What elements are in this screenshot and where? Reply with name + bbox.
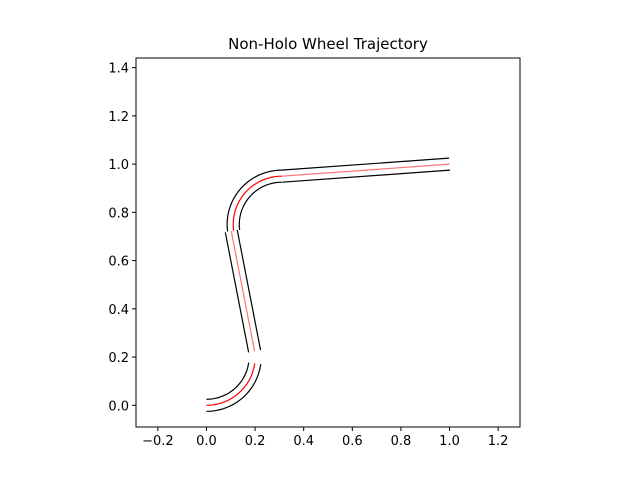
y-tick-label: 1.0 — [108, 158, 129, 173]
x-tick-label: 1.2 — [488, 434, 509, 449]
y-tick-label: 0.6 — [108, 255, 129, 270]
left-wheel-path — [206, 362, 250, 400]
right-wheel-path — [206, 364, 262, 412]
y-tick-label: 0.8 — [108, 206, 129, 221]
plot-data — [206, 157, 451, 412]
y-axis: 0.0 0.2 0.4 0.6 0.8 1.0 1.2 1.4 — [108, 62, 136, 414]
center-path — [230, 231, 256, 352]
chart-title: Non-Holo Wheel Trajectory — [228, 35, 428, 53]
center-path — [232, 175, 282, 231]
x-tick-label: 0.6 — [342, 434, 363, 449]
x-tick-label: 1.0 — [439, 434, 460, 449]
center-path — [281, 163, 450, 177]
plot-frame — [135, 57, 521, 428]
y-tick-label: 0.0 — [108, 399, 129, 414]
x-tick-label: 0.2 — [245, 434, 266, 449]
x-tick-label: 0.4 — [293, 434, 314, 449]
left-wheel-path — [238, 181, 282, 230]
y-tick-label: 0.2 — [108, 351, 129, 366]
y-tick-label: 0.4 — [108, 303, 129, 318]
right-wheel-path — [226, 169, 282, 232]
right-wheel-path — [236, 229, 262, 351]
y-tick-label: 1.2 — [108, 110, 129, 125]
x-tick-label: 0.0 — [196, 434, 217, 449]
x-axis: −0.2 0.0 0.2 0.4 0.6 0.8 1.0 1.2 — [142, 427, 508, 449]
center-path — [206, 363, 256, 406]
x-tick-label: −0.2 — [142, 434, 174, 449]
right-wheel-path — [282, 169, 451, 183]
left-wheel-path — [281, 157, 450, 171]
x-tick-label: 0.8 — [391, 434, 412, 449]
left-wheel-path — [224, 232, 250, 353]
y-tick-label: 1.4 — [108, 62, 129, 77]
